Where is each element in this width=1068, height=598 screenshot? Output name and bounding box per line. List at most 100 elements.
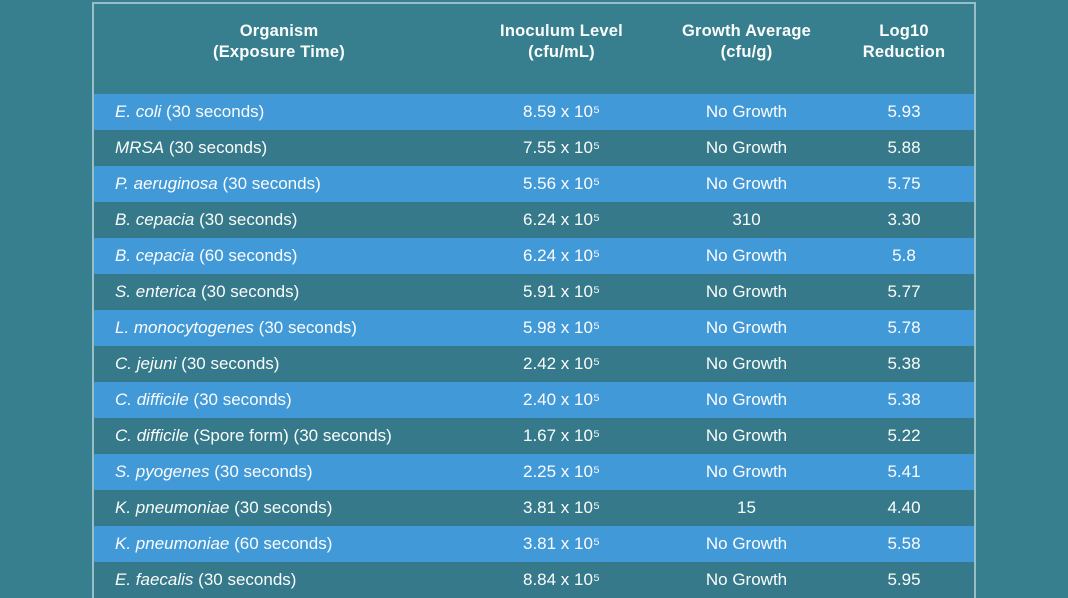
log10-reduction-cell: 5.75 (887, 174, 921, 193)
growth-cell: No Growth (705, 534, 788, 553)
log10-reduction-cell: 5.77 (887, 282, 921, 301)
inoculum-cell: 2.25 x 10⁵ (523, 462, 600, 481)
growth-cell: 15 (737, 498, 756, 517)
organism-name: E. coli (115, 102, 162, 121)
growth-cell: No Growth (705, 282, 788, 301)
growth-cell: No Growth (705, 246, 788, 265)
organism-name: S. pyogenes (115, 462, 210, 481)
table-row: S. pyogenes (30 seconds) 2.25 x 10⁵ No Gro… (94, 454, 974, 490)
inoculum-cell: 5.98 x 10⁵ (523, 318, 600, 337)
growth-cell: No Growth (705, 318, 788, 337)
column-header-line: Inoculum Level (500, 22, 623, 40)
log10-reduction-cell: 5.78 (887, 318, 921, 337)
log10-reduction-cell: 5.88 (887, 138, 921, 157)
column-header-log10-reduction: Log10 Reduction (834, 21, 974, 94)
exposure-time: (30 seconds) (222, 174, 321, 193)
growth-cell: No Growth (705, 102, 788, 121)
inoculum-cell: 2.40 x 10⁵ (523, 390, 600, 409)
organism-cell: C. difficile (30 seconds) (94, 382, 464, 418)
organism-name: L. monocytogenes (115, 318, 254, 337)
organism-name: B. cepacia (115, 210, 195, 229)
column-header-growth-average: Growth Average (cfu/g) (659, 21, 834, 94)
exposure-time: (30 seconds) (199, 210, 298, 229)
organism-cell: C. jejuni (30 seconds) (94, 346, 464, 382)
log10-reduction-cell: 5.22 (887, 426, 921, 445)
column-header-line: Reduction (862, 43, 946, 61)
log10-reduction-cell: 3.30 (887, 210, 921, 229)
log10-reduction-cell: 4.40 (887, 498, 921, 517)
table-row: C. difficile (Spore form) (30 seconds) 1.… (94, 418, 974, 454)
inoculum-cell: 6.24 x 10⁵ (523, 210, 600, 229)
table-header-row: Organism (Exposure Time) Inoculum Level … (94, 4, 974, 94)
organism-name: K. pneumoniae (115, 534, 230, 553)
column-header-line: Growth Average (681, 22, 812, 40)
inoculum-cell: 3.81 x 10⁵ (523, 534, 600, 553)
table-row: C. jejuni (30 seconds) 2.42 x 10⁵ No Growt… (94, 346, 974, 382)
organism-cell: MRSA (30 seconds) (94, 130, 464, 166)
organism-cell: E. faecalis (30 seconds) (94, 562, 464, 598)
growth-cell: No Growth (705, 426, 788, 445)
organism-cell: L. monocytogenes (30 seconds) (94, 310, 464, 346)
exposure-time: (30 seconds) (193, 390, 292, 409)
table-row: P. aeruginosa (30 seconds) 5.56 x 10⁵ No G… (94, 166, 974, 202)
growth-cell: No Growth (705, 138, 788, 157)
table-body: E. coli (30 seconds) 8.59 x 10⁵ No Growth 5… (94, 94, 974, 598)
exposure-time: (30 seconds) (166, 102, 265, 121)
organism-name: B. cepacia (115, 246, 195, 265)
inoculum-cell: 1.67 x 10⁵ (523, 426, 600, 445)
exposure-time: (30 seconds) (168, 138, 268, 157)
log10-reduction-cell: 5.38 (887, 390, 921, 409)
efficacy-table: Organism (Exposure Time) Inoculum Level … (92, 2, 976, 598)
column-header-organism: Organism (Exposure Time) (94, 21, 464, 94)
column-header-inoculum-level: Inoculum Level (cfu/mL) (464, 21, 659, 94)
organism-name: K. pneumoniae (115, 498, 230, 517)
table-row: K. pneumoniae (60 seconds) 3.81 x 10⁵ No G… (94, 526, 974, 562)
inoculum-cell: 5.56 x 10⁵ (523, 174, 600, 193)
log10-reduction-cell: 5.93 (887, 102, 921, 121)
organism-cell: K. pneumoniae (60 seconds) (94, 526, 464, 562)
organism-name: MRSA (115, 138, 165, 157)
log10-reduction-cell: 5.8 (892, 246, 916, 265)
inoculum-cell: 7.55 x 10⁵ (523, 138, 600, 157)
table-row: B. cepacia (60 seconds) 6.24 x 10⁵ No Grow… (94, 238, 974, 274)
table-row: K. pneumoniae (30 seconds) 3.81 x 10⁵ 15 4.… (94, 490, 974, 526)
exposure-time: (30 seconds) (181, 354, 280, 373)
organism-cell: K. pneumoniae (30 seconds) (94, 490, 464, 526)
table-row: S. enterica (30 seconds) 5.91 x 10⁵ No Gro… (94, 274, 974, 310)
exposure-time: (60 seconds) (199, 246, 298, 265)
table-row: E. coli (30 seconds) 8.59 x 10⁵ No Growth 5… (94, 94, 974, 130)
column-header-line: (cfu/mL) (528, 43, 595, 61)
log10-reduction-cell: 5.58 (887, 534, 921, 553)
inoculum-cell: 8.59 x 10⁵ (523, 102, 600, 121)
inoculum-cell: 5.91 x 10⁵ (523, 282, 600, 301)
table-row: MRSA (30 seconds) 7.55 x 10⁵ No Growth 5.88 (94, 130, 974, 166)
growth-cell: No Growth (705, 570, 788, 589)
inoculum-cell: 2.42 x 10⁵ (523, 354, 600, 373)
table-row: B. cepacia (30 seconds) 6.24 x 10⁵ 310 3.30 (94, 202, 974, 238)
exposure-time: (30 seconds) (258, 318, 357, 337)
table-row: E. faecalis (30 seconds) 8.84 x 10⁵ No Gro… (94, 562, 974, 598)
organism-name: C. jejuni (115, 354, 177, 373)
exposure-time: (Spore form) (30 seconds) (193, 426, 392, 445)
organism-cell: S. enterica (30 seconds) (94, 274, 464, 310)
column-header-line: (Exposure Time) (213, 43, 345, 61)
growth-cell: No Growth (705, 174, 788, 193)
log10-reduction-cell: 5.95 (887, 570, 921, 589)
organism-name: S. enterica (115, 282, 197, 301)
column-header-line: Log10 (879, 22, 929, 40)
growth-cell: No Growth (705, 354, 788, 373)
inoculum-cell: 6.24 x 10⁵ (523, 246, 600, 265)
organism-cell: B. cepacia (30 seconds) (94, 202, 464, 238)
growth-cell: No Growth (705, 390, 788, 409)
table-row: C. difficile (30 seconds) 2.40 x 10⁵ No Gr… (94, 382, 974, 418)
organism-cell: C. difficile (Spore form) (30 seconds) (94, 418, 464, 454)
organism-name: P. aeruginosa (115, 174, 218, 193)
log10-reduction-cell: 5.41 (887, 462, 921, 481)
growth-cell: 310 (732, 210, 761, 229)
organism-cell: E. coli (30 seconds) (94, 94, 464, 130)
column-header-line: (cfu/g) (720, 43, 773, 61)
exposure-time: (30 seconds) (234, 498, 333, 517)
inoculum-cell: 3.81 x 10⁵ (523, 498, 600, 517)
organism-cell: S. pyogenes (30 seconds) (94, 454, 464, 490)
column-header-line: Organism (239, 22, 319, 40)
